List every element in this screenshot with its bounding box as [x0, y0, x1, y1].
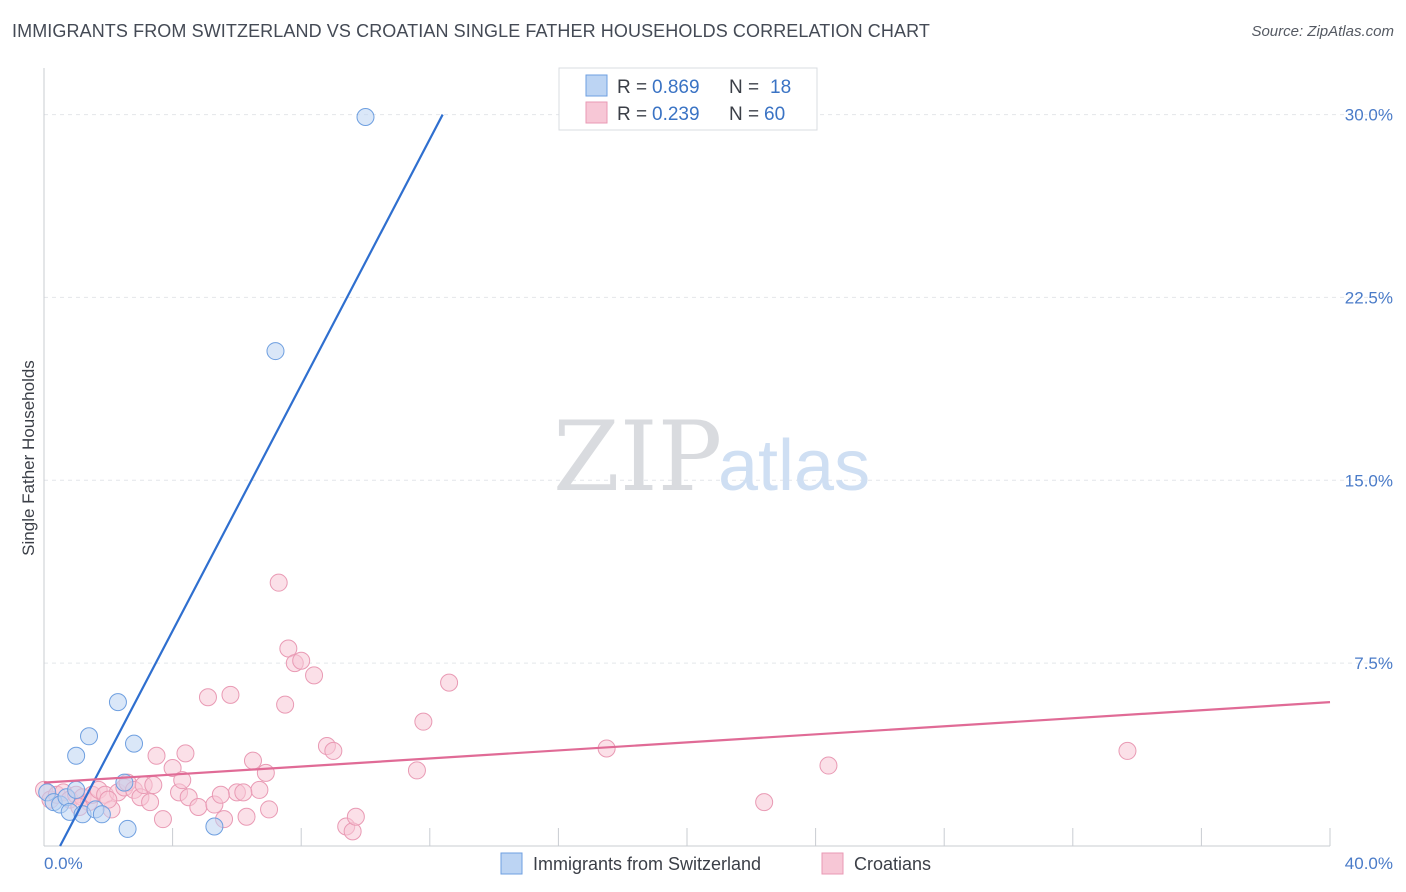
- watermark-zip: ZIP: [553, 401, 722, 513]
- chart-title: IMMIGRANTS FROM SWITZERLAND VS CROATIAN …: [12, 21, 930, 41]
- croatian-point: [407, 761, 426, 780]
- legend-swatch-blue: [585, 74, 608, 97]
- croatian-point: [1118, 741, 1137, 760]
- croatian-point: [292, 651, 311, 670]
- croatian-point: [198, 688, 217, 707]
- croatian-point: [324, 741, 343, 760]
- croatian-point: [250, 780, 269, 799]
- croatian-point: [234, 783, 253, 802]
- croatian-point: [144, 776, 163, 795]
- stats-legend: R = 0.869 N = 18 R = 0.239 N = 60: [558, 67, 818, 131]
- croatian-point: [414, 712, 433, 731]
- croatian-point: [173, 771, 192, 790]
- switzerland-point: [125, 734, 144, 753]
- legend-r-label-2: R =: [617, 104, 647, 125]
- croatian-point: [176, 744, 195, 763]
- switzerland-point: [80, 727, 99, 746]
- switzerland-point: [108, 693, 127, 712]
- series-legend: Immigrants from Switzerland Croatians: [500, 852, 931, 875]
- croatians-points: [35, 573, 1137, 841]
- y-tick-label: 22.5%: [1345, 288, 1393, 307]
- switzerland-point: [266, 342, 285, 361]
- croatian-point: [755, 793, 774, 812]
- legend-n-label-2: N =: [729, 104, 759, 125]
- croatian-point: [237, 807, 256, 826]
- trendlines: [43, 114, 1331, 847]
- x-tick-max: 40.0%: [1345, 854, 1393, 873]
- croatian-point: [276, 695, 295, 714]
- y-tick-label: 15.0%: [1345, 471, 1393, 490]
- legend-r-value-1: 0.869: [652, 77, 700, 98]
- croatian-point: [211, 785, 230, 804]
- watermark: ZIP atlas: [553, 401, 870, 513]
- legend-swatch-pink: [585, 101, 608, 124]
- switzerland-point: [205, 817, 224, 836]
- croatian-point: [269, 573, 288, 592]
- switzerland-points: [38, 108, 375, 838]
- legend-r-value-2: 0.239: [652, 104, 700, 125]
- croatian-point: [260, 800, 279, 819]
- y-tick-label: 7.5%: [1354, 654, 1393, 673]
- watermark-atlas: atlas: [718, 426, 870, 506]
- croatian-point: [346, 807, 365, 826]
- croatian-point: [819, 756, 838, 775]
- legend-n-value-1: 18: [770, 77, 791, 98]
- switzerland-point: [92, 805, 111, 824]
- y-tick-label: 30.0%: [1345, 106, 1393, 125]
- legend-n-value-2: 60: [764, 104, 785, 125]
- croatian-point: [221, 685, 240, 704]
- switzerland-point: [67, 780, 86, 799]
- croatian-point: [147, 746, 166, 765]
- croatian-point: [305, 666, 324, 685]
- y-tick-labels: 7.5% 15.0% 22.5% 30.0%: [1345, 106, 1393, 674]
- switzerland-point: [118, 819, 137, 838]
- y-axis-label: Single Father Households: [19, 360, 38, 556]
- series-legend-label-switzerland: Immigrants from Switzerland: [533, 854, 761, 874]
- series-legend-swatch-blue: [500, 852, 523, 875]
- croatian-point: [189, 797, 208, 816]
- croatian-point: [153, 810, 172, 829]
- legend-n-label-1: N =: [729, 77, 759, 98]
- series-legend-label-croatians: Croatians: [854, 854, 931, 874]
- croatian-point: [343, 822, 362, 841]
- source-label: Source: ZipAtlas.com: [1251, 23, 1394, 40]
- croatian-point: [440, 673, 459, 692]
- switzerland-point: [356, 108, 375, 127]
- grid: [44, 114, 1393, 664]
- axes: [43, 68, 1331, 847]
- croatian-trendline: [43, 701, 1331, 784]
- croatian-point: [141, 793, 160, 812]
- series-legend-swatch-pink: [821, 852, 844, 875]
- x-tick-min: 0.0%: [44, 854, 83, 873]
- legend-r-label-1: R =: [617, 77, 647, 98]
- croatian-point: [256, 763, 275, 782]
- croatian-point: [243, 751, 262, 770]
- croatian-point: [163, 758, 182, 777]
- switzerland-point: [67, 746, 86, 765]
- switzerland-trendline: [59, 114, 444, 847]
